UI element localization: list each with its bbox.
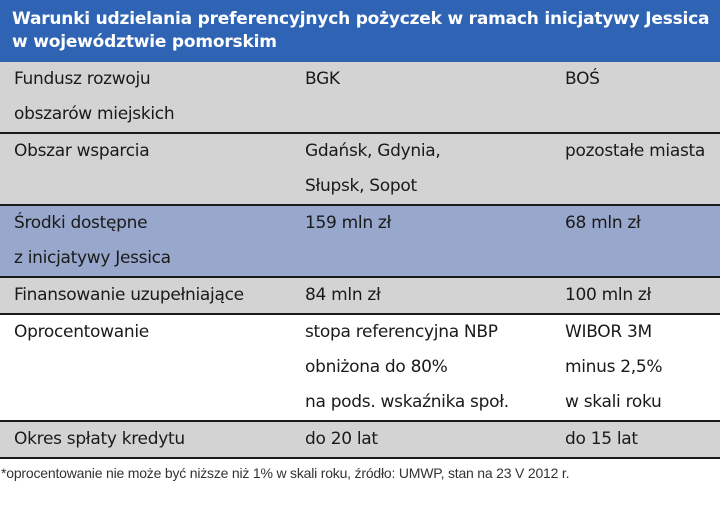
bgk-cell: 84 mln zł	[305, 277, 565, 315]
bos-cell: BOŚ	[565, 62, 720, 134]
table-row: Finansowanie uzupełniające 84 mln zł 100…	[0, 277, 720, 315]
bos-cell: WIBOR 3M minus 2,5% w skali roku	[565, 314, 720, 422]
table-row: Okres spłaty kredytu do 20 lat do 15 lat	[0, 421, 720, 459]
row-label: Oprocentowanie	[0, 314, 305, 422]
table-row: Obszar wsparcia Gdańsk, Gdynia, Słupsk, …	[0, 133, 720, 206]
footnote: *oprocentowanie nie może być niższe niż …	[1, 465, 570, 481]
bgk-cell: Gdańsk, Gdynia, Słupsk, Sopot	[305, 133, 565, 206]
table-row: Oprocentowanie stopa referencyjna NBP ob…	[0, 314, 720, 422]
row-label: Okres spłaty kredytu	[0, 421, 305, 459]
bgk-cell: do 20 lat	[305, 421, 565, 459]
bgk-cell: stopa referencyjna NBP obniżona do 80% n…	[305, 314, 565, 422]
bos-cell: pozostałe miasta	[565, 133, 720, 206]
row-label: Obszar wsparcia	[0, 133, 305, 206]
table-row: Fundusz rozwoju obszarów miejskich BGK B…	[0, 62, 720, 134]
row-label: Fundusz rozwoju obszarów miejskich	[0, 62, 305, 134]
row-label: Środki dostępne z inicjatywy Jessica	[0, 205, 305, 278]
table-row: Środki dostępne z inicjatywy Jessica 159…	[0, 205, 720, 278]
bgk-cell: 159 mln zł	[305, 205, 565, 278]
loan-conditions-table: Fundusz rozwoju obszarów miejskich BGK B…	[0, 62, 720, 459]
title-line-1: Warunki udzielania preferencyjnych pożyc…	[12, 9, 710, 29]
bgk-cell: BGK	[305, 62, 565, 134]
row-label: Finansowanie uzupełniające	[0, 277, 305, 315]
title-line-2: w województwie pomorskim	[12, 32, 277, 52]
bos-cell: 68 mln zł	[565, 205, 720, 278]
bos-cell: do 15 lat	[565, 421, 720, 459]
bos-cell: 100 mln zł	[565, 277, 720, 315]
table-title: Warunki udzielania preferencyjnych pożyc…	[0, 0, 720, 62]
